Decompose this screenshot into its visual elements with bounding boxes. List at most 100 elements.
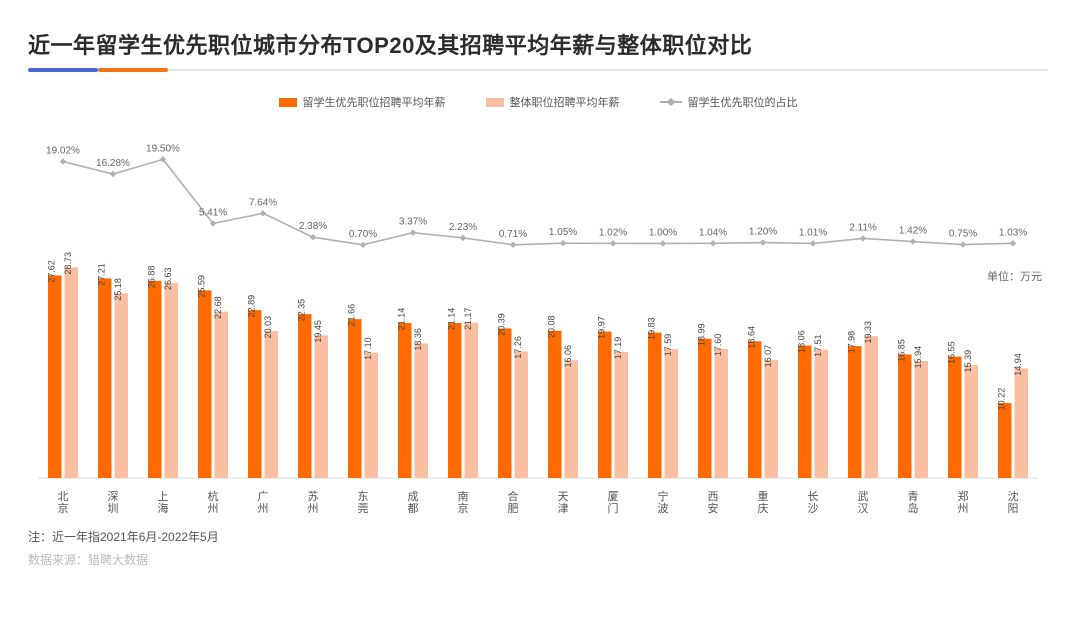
legend-item-series-a: 留学生优先职位招聘平均年薪 xyxy=(279,94,446,110)
bar-a xyxy=(448,323,462,478)
bar-b-value: 14.94 xyxy=(1013,353,1023,376)
bar-a xyxy=(748,341,762,478)
legend-swatch-a xyxy=(279,98,297,107)
bar-b-value: 25.18 xyxy=(113,278,123,301)
line-marker xyxy=(1010,240,1016,246)
category-label: 天津 xyxy=(558,491,569,515)
bar-a-value: 19.83 xyxy=(647,317,657,340)
bar-a-value: 17.98 xyxy=(847,331,857,354)
line-value: 1.00% xyxy=(649,227,677,238)
legend-swatch-line xyxy=(660,101,682,103)
chart: 单位：万元 27.6228.73北京27.2125.18深圳26.8826.63… xyxy=(28,128,1048,518)
bar-a xyxy=(348,319,362,478)
bar-a xyxy=(998,403,1012,478)
bar-b xyxy=(715,349,729,478)
bar-a xyxy=(198,290,212,478)
bar-a xyxy=(98,278,112,478)
line-value: 19.50% xyxy=(146,143,180,154)
line-value: 1.03% xyxy=(999,227,1027,238)
footnote-source: 数据来源：猎聘大数据 xyxy=(28,551,1048,568)
bar-b-value: 22.68 xyxy=(213,296,223,319)
line-value: 5.41% xyxy=(199,207,227,218)
bar-b-value: 18.36 xyxy=(413,328,423,351)
unit-label: 单位：万元 xyxy=(987,268,1042,284)
bar-a-value: 21.14 xyxy=(447,308,457,331)
line-marker xyxy=(910,238,916,244)
bar-a-value: 26.88 xyxy=(147,266,157,289)
category-label: 广州 xyxy=(258,490,269,515)
bar-a xyxy=(248,310,262,478)
line-marker xyxy=(960,241,966,247)
bar-b xyxy=(165,283,179,478)
bar-b-value: 17.59 xyxy=(663,334,673,357)
bar-a xyxy=(798,346,812,478)
bar-a xyxy=(598,332,612,478)
line-value: 7.64% xyxy=(249,197,277,208)
bar-a xyxy=(948,357,962,478)
bar-b-value: 26.63 xyxy=(163,267,173,290)
bar-a xyxy=(298,314,312,478)
line-value: 2.38% xyxy=(299,221,327,232)
bar-a-value: 21.14 xyxy=(397,308,407,331)
bar-b xyxy=(1015,368,1029,478)
bar-a-value: 19.97 xyxy=(597,316,607,339)
bar-b-value: 17.51 xyxy=(813,334,823,357)
bar-b-value: 16.06 xyxy=(563,345,573,368)
category-label: 深圳 xyxy=(108,490,119,515)
footnote-period: 注：近一年指2021年6月-2022年5月 xyxy=(28,528,1048,545)
category-label: 成都 xyxy=(408,490,419,515)
bar-b-value: 15.39 xyxy=(963,350,973,373)
category-label: 宁波 xyxy=(658,489,669,515)
line-marker xyxy=(110,171,116,177)
category-label: 东莞 xyxy=(358,490,369,515)
bar-b-value: 17.19 xyxy=(613,337,623,360)
bar-b xyxy=(765,360,779,478)
legend-label-b: 整体职位招聘平均年薪 xyxy=(510,94,620,110)
bar-a-value: 10.22 xyxy=(997,388,1007,411)
title-underline xyxy=(28,68,1048,72)
legend-item-series-line: 留学生优先职位的占比 xyxy=(660,94,798,110)
legend-swatch-b xyxy=(486,98,504,107)
bar-b-value: 17.26 xyxy=(513,336,523,359)
category-label: 厦门 xyxy=(608,490,619,515)
category-label: 重庆 xyxy=(758,489,769,515)
bar-a-value: 18.06 xyxy=(797,330,807,353)
bar-a xyxy=(898,354,912,478)
category-label: 杭州 xyxy=(208,489,219,515)
category-label: 北京 xyxy=(58,490,69,515)
bar-a xyxy=(648,333,662,478)
bar-b xyxy=(965,365,979,478)
bar-b xyxy=(365,353,379,478)
bar-b xyxy=(565,360,579,478)
bar-b xyxy=(515,351,529,478)
category-label: 长沙 xyxy=(808,490,819,515)
bar-b xyxy=(415,343,429,478)
bar-b-value: 19.45 xyxy=(313,320,323,343)
bar-b xyxy=(665,349,679,478)
line-value: 1.02% xyxy=(599,227,627,238)
bar-a-value: 18.99 xyxy=(697,323,707,346)
bar-a xyxy=(548,331,562,478)
bar-b xyxy=(215,312,229,478)
bar-b xyxy=(115,293,129,478)
legend-item-series-b: 整体职位招聘平均年薪 xyxy=(486,94,620,110)
line-marker xyxy=(710,240,716,246)
bar-a-value: 21.66 xyxy=(347,304,357,327)
bar-a-value: 16.55 xyxy=(947,341,957,364)
chart-svg: 27.6228.73北京27.2125.18深圳26.8826.63上海25.5… xyxy=(28,128,1048,518)
category-label: 上海 xyxy=(158,490,169,515)
bar-a-value: 25.59 xyxy=(197,275,207,298)
bar-a xyxy=(498,328,512,478)
bar-a-value: 22.35 xyxy=(297,299,307,322)
line-marker xyxy=(810,240,816,246)
bar-b xyxy=(315,335,329,478)
footnotes: 注：近一年指2021年6月-2022年5月 数据来源：猎聘大数据 xyxy=(28,528,1048,568)
bar-b xyxy=(65,267,79,478)
bar-a xyxy=(698,339,712,478)
bar-a-value: 20.39 xyxy=(497,313,507,336)
bar-a-value: 22.89 xyxy=(247,295,257,318)
category-label: 合肥 xyxy=(508,489,519,515)
bar-b xyxy=(465,323,479,478)
bar-b-value: 15.94 xyxy=(913,346,923,369)
line-marker xyxy=(310,234,316,240)
